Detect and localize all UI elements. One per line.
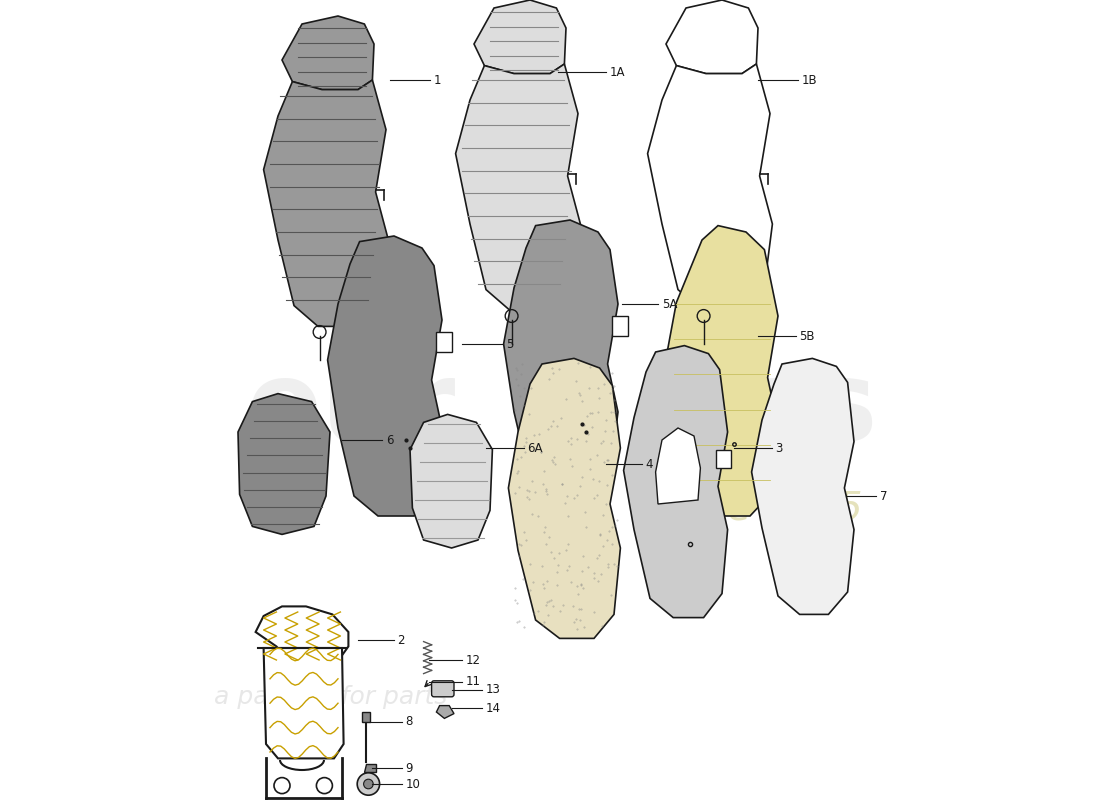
Polygon shape [437, 706, 454, 718]
Polygon shape [666, 0, 758, 74]
Polygon shape [666, 226, 778, 516]
Polygon shape [474, 0, 566, 74]
Circle shape [358, 773, 379, 795]
Text: 7: 7 [880, 490, 887, 502]
Text: 14: 14 [485, 702, 501, 714]
Text: 1: 1 [434, 74, 441, 86]
Circle shape [317, 778, 332, 794]
Text: Since 1985: Since 1985 [646, 490, 862, 528]
Text: eur: eur [246, 356, 455, 463]
FancyBboxPatch shape [362, 712, 370, 722]
Polygon shape [255, 606, 349, 664]
Polygon shape [328, 236, 442, 516]
Polygon shape [656, 428, 701, 504]
Text: 5B: 5B [800, 330, 815, 342]
Text: 8: 8 [405, 715, 412, 728]
Polygon shape [282, 16, 374, 90]
Polygon shape [264, 648, 343, 758]
Circle shape [364, 779, 373, 789]
Text: 1B: 1B [802, 74, 817, 86]
FancyBboxPatch shape [437, 332, 452, 352]
FancyBboxPatch shape [613, 316, 628, 336]
Text: 9: 9 [405, 762, 412, 774]
Text: 6A: 6A [528, 442, 543, 454]
Text: 10: 10 [405, 778, 420, 790]
Text: 12: 12 [465, 654, 481, 666]
Polygon shape [264, 80, 388, 326]
Text: 13: 13 [485, 683, 501, 696]
FancyBboxPatch shape [431, 681, 454, 697]
Polygon shape [504, 220, 618, 500]
Polygon shape [751, 358, 854, 614]
FancyBboxPatch shape [716, 450, 730, 468]
Text: 6: 6 [386, 434, 394, 446]
Text: 2: 2 [397, 634, 405, 646]
Text: 5A: 5A [662, 298, 678, 310]
Polygon shape [455, 64, 581, 310]
Polygon shape [624, 346, 727, 618]
Text: 4: 4 [646, 458, 652, 470]
Polygon shape [238, 394, 330, 534]
Polygon shape [364, 764, 375, 772]
Text: 11: 11 [465, 675, 481, 688]
Text: 5: 5 [506, 338, 514, 350]
Polygon shape [410, 414, 493, 548]
Text: 1A: 1A [610, 66, 626, 78]
Text: ces: ces [670, 356, 878, 463]
Text: a passion for parts: a passion for parts [214, 685, 448, 709]
Text: 3: 3 [776, 442, 783, 454]
Circle shape [274, 778, 290, 794]
Polygon shape [648, 64, 772, 310]
Polygon shape [508, 358, 620, 638]
